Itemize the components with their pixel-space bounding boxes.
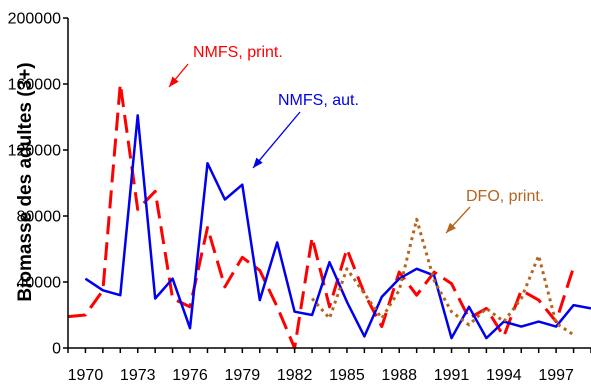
x-tick-label: 1982 bbox=[277, 367, 313, 384]
x-tick-label: 1988 bbox=[381, 367, 417, 384]
y-tick-label: 160000 bbox=[8, 77, 61, 94]
y-tick-label: 200000 bbox=[8, 11, 61, 28]
callout-label: NMFS, print. bbox=[193, 44, 283, 61]
x-tick-label: 1997 bbox=[538, 367, 574, 384]
series-line-0 bbox=[67, 82, 576, 350]
y-tick-label: 80000 bbox=[17, 209, 62, 226]
callout-arrowhead bbox=[446, 222, 456, 233]
y-tick-label: 0 bbox=[52, 341, 61, 358]
y-tick-label: 40000 bbox=[17, 275, 62, 292]
series-layer bbox=[67, 82, 591, 350]
callout-label: DFO, print. bbox=[466, 188, 544, 205]
callout-arrowhead bbox=[253, 157, 263, 168]
x-tick-label: 1985 bbox=[329, 367, 365, 384]
x-tick-label: 1973 bbox=[120, 367, 156, 384]
annotations: NMFS, print. NMFS, aut. DFO, print. bbox=[168, 44, 544, 234]
x-tick-label: 1979 bbox=[225, 367, 261, 384]
axes-layer bbox=[63, 17, 591, 353]
x-tick-label: 1991 bbox=[434, 367, 470, 384]
y-axis-title: Biomasse des adultes (3+) bbox=[15, 62, 36, 301]
x-tick-label: 1994 bbox=[486, 367, 522, 384]
tick-labels: 0 40000 80000 120000 160000 200000 1970 1973 197… bbox=[8, 11, 574, 385]
callout-arrowhead bbox=[169, 76, 179, 87]
callout-arrow-line bbox=[252, 111, 301, 169]
x-tick-label: 1970 bbox=[68, 367, 104, 384]
series-line-1 bbox=[84, 114, 591, 340]
y-tick-label: 120000 bbox=[8, 143, 61, 160]
series-line-2 bbox=[310, 217, 575, 337]
x-tick-label: 1976 bbox=[172, 367, 208, 384]
callout-label: NMFS, aut. bbox=[278, 92, 359, 109]
